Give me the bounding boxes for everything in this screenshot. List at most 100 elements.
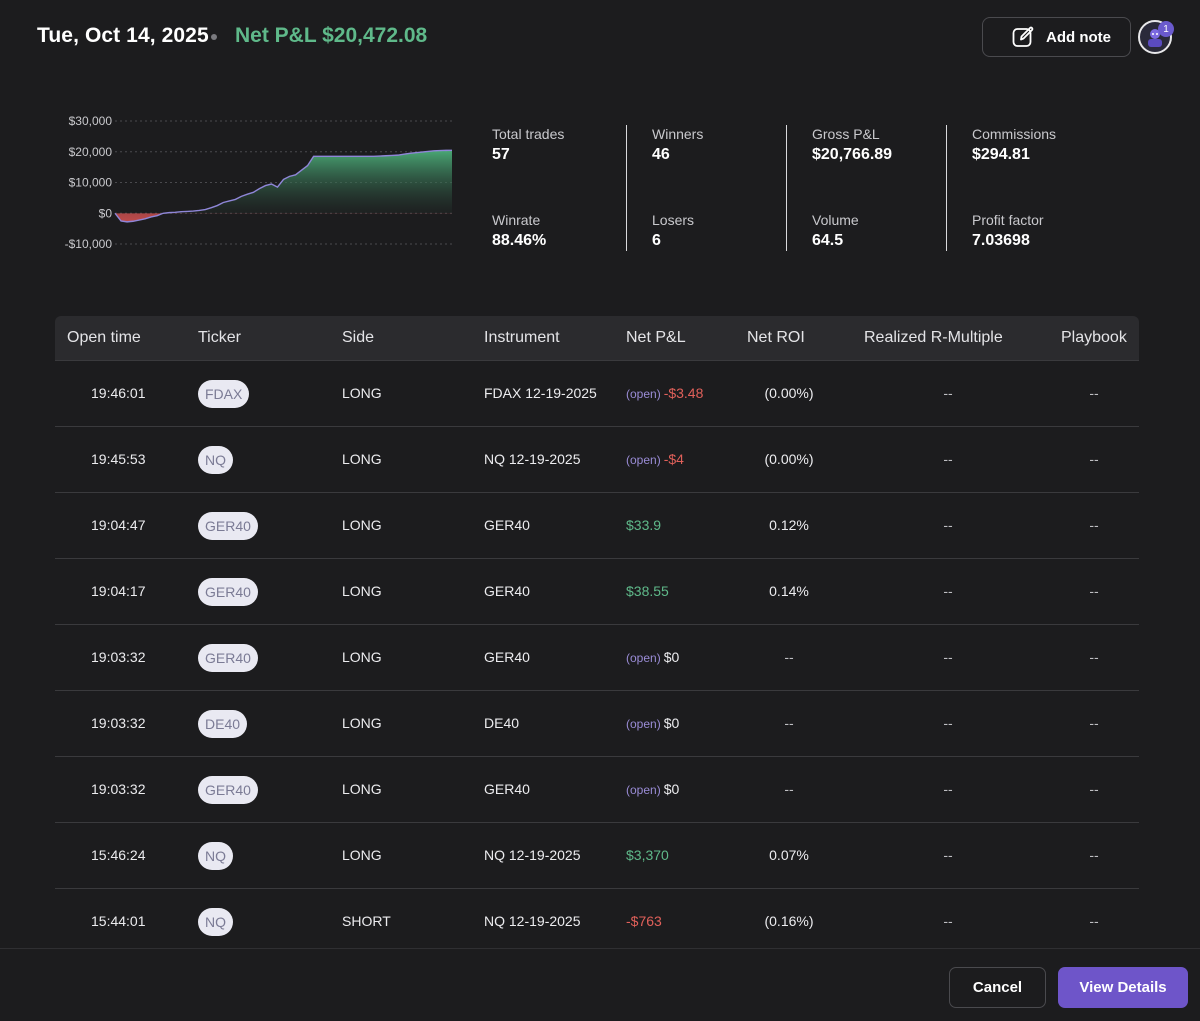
- net-pnl-value: -$3.48: [663, 385, 704, 401]
- y-tick-label: -$10,000: [65, 237, 113, 251]
- cell-instrument: GER40: [484, 649, 530, 665]
- cell-playbook: --: [1089, 781, 1099, 797]
- cell-net-roi: (0.16%): [764, 913, 814, 929]
- cell-net-pnl: -$763: [626, 913, 662, 929]
- stat-winrate-value: 88.46%: [492, 232, 547, 249]
- cell-net-pnl: $33.9: [626, 517, 661, 533]
- cell-net-pnl: (open) -$3.48: [626, 385, 703, 401]
- stat-profit-factor-label: Profit factor: [972, 212, 1044, 228]
- cell-net-pnl: (open) $0: [626, 781, 679, 797]
- cell-instrument: FDAX 12-19-2025: [484, 385, 597, 401]
- series-line: [114, 149, 453, 223]
- cell-r-multiple: --: [943, 517, 953, 533]
- ticker-badge[interactable]: NQ: [198, 446, 233, 474]
- table-row[interactable]: 19:04:47 GER40 LONG GER40 $33.9 0.12% -- --: [55, 493, 1139, 559]
- stat-winners-value: 46: [652, 146, 670, 163]
- avatar[interactable]: [1138, 20, 1172, 54]
- cell-open-time: 19:03:32: [91, 649, 146, 665]
- column-header-net-roi[interactable]: Net ROI: [747, 329, 805, 346]
- view-details-button[interactable]: View Details: [1058, 967, 1188, 1008]
- open-position-tag: (open): [626, 453, 661, 467]
- ticker-badge[interactable]: NQ: [198, 842, 233, 870]
- cell-side: LONG: [342, 451, 382, 467]
- cell-instrument: GER40: [484, 517, 530, 533]
- cell-playbook: --: [1089, 847, 1099, 863]
- cell-r-multiple: --: [943, 715, 953, 731]
- user-avatar-icon: [1148, 29, 1162, 47]
- cancel-button[interactable]: Cancel: [949, 967, 1046, 1008]
- cell-playbook: --: [1089, 715, 1099, 731]
- cell-playbook: --: [1089, 517, 1099, 533]
- loss-area: [115, 213, 452, 222]
- table-row[interactable]: 19:03:32 GER40 LONG GER40 (open) $0 -- -- --: [55, 625, 1139, 691]
- table-row[interactable]: 19:45:53 NQ LONG NQ 12-19-2025 (open) -$4 (0.0…: [55, 427, 1139, 493]
- cell-r-multiple: --: [943, 781, 953, 797]
- y-tick-label: $0: [99, 206, 113, 220]
- cell-open-time: 15:46:24: [91, 847, 146, 863]
- cell-side: LONG: [342, 583, 382, 599]
- cell-r-multiple: --: [943, 649, 953, 665]
- cell-side: LONG: [342, 517, 382, 533]
- column-header-net-pnl[interactable]: Net P&L: [626, 329, 686, 346]
- cell-net-pnl: $3,370: [626, 847, 669, 863]
- notification-badge: 1: [1158, 21, 1174, 37]
- stat-losers-value: 6: [652, 232, 661, 249]
- ticker-badge[interactable]: DE40: [198, 710, 248, 738]
- cell-side: SHORT: [342, 913, 391, 929]
- table-row[interactable]: 19:46:01 FDAX LONG FDAX 12-19-2025 (open) -$3…: [55, 361, 1139, 427]
- table-row[interactable]: 19:03:32 GER40 LONG GER40 (open) $0 -- -- --: [55, 757, 1139, 823]
- net-pnl-value: $33.9: [626, 517, 662, 533]
- cell-playbook: --: [1089, 649, 1099, 665]
- footer: Cancel View Details: [0, 948, 1200, 1021]
- stat-divider: [626, 125, 627, 251]
- net-pnl-summary: Net P&L $20,472.08: [235, 24, 428, 47]
- add-note-button[interactable]: Add note: [982, 17, 1131, 57]
- cell-playbook: --: [1089, 385, 1099, 401]
- table-row[interactable]: 15:44:01 NQ SHORT NQ 12-19-2025 -$763 (0.16%)…: [55, 889, 1139, 955]
- ticker-badge[interactable]: GER40: [198, 578, 258, 606]
- ticker-badge[interactable]: GER40: [198, 644, 258, 672]
- cell-net-roi: (0.00%): [764, 385, 814, 401]
- y-tick-label: $30,000: [69, 114, 113, 128]
- net-pnl-value: -$4: [663, 451, 684, 467]
- ticker-badge[interactable]: GER40: [198, 776, 258, 804]
- ticker-badge[interactable]: FDAX: [198, 380, 250, 408]
- table-header: Open time Ticker Side Instrument Net P&L Net …: [55, 316, 1139, 361]
- ticker-badge[interactable]: GER40: [198, 512, 258, 540]
- cell-open-time: 19:03:32: [91, 781, 146, 797]
- stat-winners-label: Winners: [652, 126, 704, 142]
- stat-commissions-label: Commissions: [972, 126, 1057, 142]
- y-tick-label: $10,000: [69, 176, 113, 190]
- column-header-instrument[interactable]: Instrument: [484, 329, 560, 346]
- y-tick-label: $20,000: [69, 145, 113, 159]
- cell-instrument: GER40: [484, 583, 530, 599]
- cell-side: LONG: [342, 649, 382, 665]
- table-row[interactable]: 15:46:24 NQ LONG NQ 12-19-2025 $3,370 0.07% --…: [55, 823, 1139, 889]
- cell-open-time: 15:44:01: [91, 913, 146, 929]
- cell-playbook: --: [1089, 583, 1099, 599]
- table-row[interactable]: 19:04:17 GER40 LONG GER40 $38.55 0.14% -- --: [55, 559, 1139, 625]
- column-header-ticker[interactable]: Ticker: [198, 329, 241, 346]
- ticker-badge[interactable]: NQ: [198, 908, 233, 936]
- table-row[interactable]: 19:03:32 DE40 LONG DE40 (open) $0 -- -- --: [55, 691, 1139, 757]
- stat-divider: [946, 125, 947, 251]
- stat-profit-factor-value: 7.03698: [972, 232, 1030, 249]
- cell-side: LONG: [342, 781, 382, 797]
- column-header-r-multiple[interactable]: Realized R-Multiple: [864, 329, 1003, 346]
- stat-volume-value: 64.5: [812, 232, 844, 249]
- cell-open-time: 19:03:32: [91, 715, 146, 731]
- cell-net-roi: 0.07%: [769, 847, 809, 863]
- header: Tue, Oct 14, 2025 Net P&L $20,472.08 Add…: [0, 0, 1200, 76]
- stat-total-trades-label: Total trades: [492, 126, 565, 142]
- cell-open-time: 19:45:53: [91, 451, 146, 467]
- cell-instrument: NQ 12-19-2025: [484, 451, 581, 467]
- cell-instrument: GER40: [484, 781, 530, 797]
- stat-gross-pnl-label: Gross P&L: [812, 126, 880, 142]
- column-header-playbook[interactable]: Playbook: [1061, 329, 1127, 346]
- add-note-label: Add note: [1046, 28, 1111, 46]
- column-header-side[interactable]: Side: [342, 329, 375, 346]
- open-position-tag: (open): [626, 651, 661, 665]
- cell-side: LONG: [342, 715, 382, 731]
- column-header-open-time[interactable]: Open time: [67, 329, 141, 346]
- stat-volume-label: Volume: [812, 212, 859, 228]
